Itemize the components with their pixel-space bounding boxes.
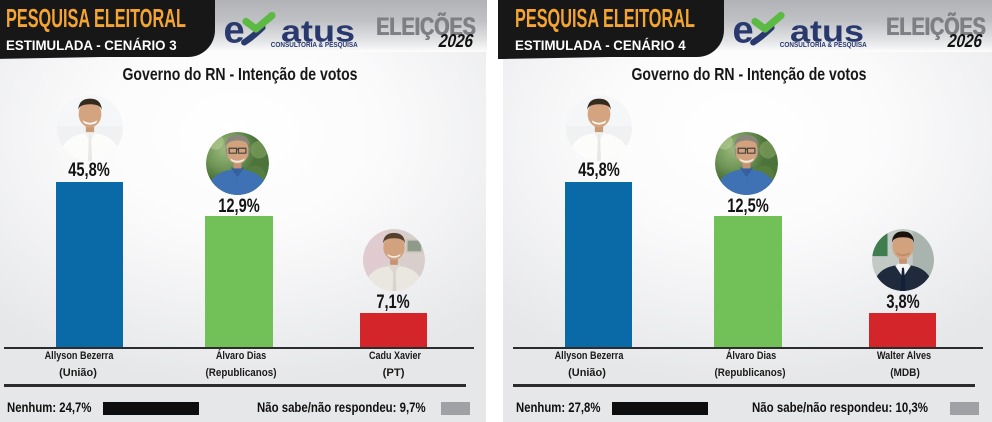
- svg-text:atus: atus: [281, 14, 355, 49]
- svg-text:e: e: [223, 9, 244, 51]
- svg-text:atus: atus: [790, 14, 864, 49]
- svg-text:e: e: [732, 9, 753, 51]
- svg-text:CONSULTORIA & PESQUISA: CONSULTORIA & PESQUISA: [780, 40, 868, 49]
- svg-text:CONSULTORIA & PESQUISA: CONSULTORIA & PESQUISA: [270, 40, 358, 49]
